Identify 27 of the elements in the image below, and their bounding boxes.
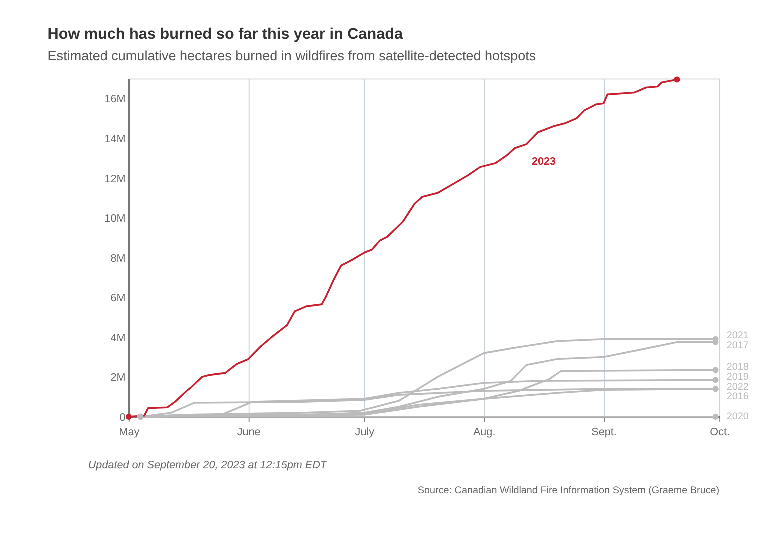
series-label: 2019 [726,372,750,383]
y-tick-label: 16M [104,94,126,106]
y-tick-label: 14M [104,134,126,146]
y-tick-label: 6M [110,292,126,305]
series-label: 2020 [726,412,750,423]
x-tick-label: Aug. [473,426,496,438]
y-tick-label: 0 [120,412,126,424]
series-label: 2016 [726,392,750,403]
series-label: 2022 [726,382,750,393]
y-tick-label: 2M [110,372,126,384]
y-tick-label: 10M [104,213,126,226]
chart-title: How much has burned so far this year in Canada [48,26,404,43]
x-tick-label: June [237,426,261,438]
series-label: 2017 [726,340,750,352]
text: Updated on September 20, 2023 at 12:15pm EDT [88,459,328,472]
series-label: 2023 [532,156,556,168]
y-tick-label: 8M [110,252,126,265]
series-label: 2018 [726,362,750,373]
y-tick-label: 4M [110,332,126,344]
x-tick-label: Oct. [710,426,730,438]
x-tick-label: July [355,426,376,438]
y-tick-label: 12M [104,173,126,186]
series-label: 2021 [726,330,750,342]
source-note: Source: Canadian Wildland Fire Information System (Graeme Bruce) [418,486,720,497]
chart-subtitle: Estimated cumulative hectares burned in wildfires from satellite-detected hotspots [48,48,536,64]
x-tick-label: May [119,426,140,438]
x-tick-label: Sept. [592,426,617,438]
